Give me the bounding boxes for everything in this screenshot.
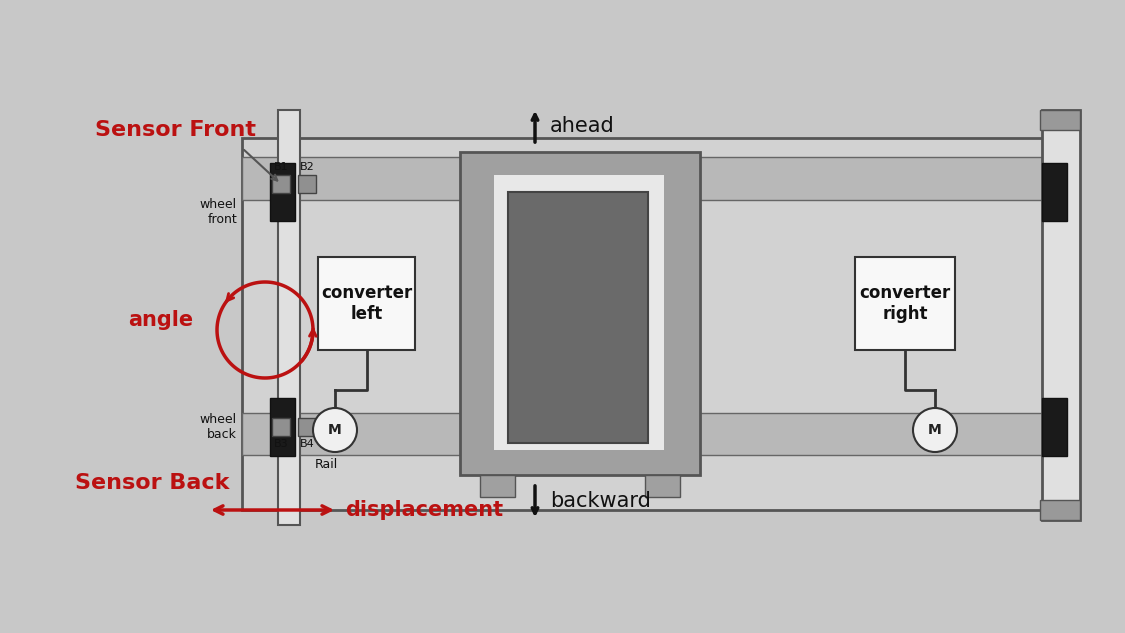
Bar bbox=[270, 163, 295, 221]
Text: converter
right: converter right bbox=[860, 284, 951, 323]
Circle shape bbox=[914, 408, 957, 452]
Text: wheel
back: wheel back bbox=[200, 413, 237, 441]
Bar bbox=[298, 418, 316, 436]
Bar bbox=[1040, 110, 1080, 130]
Bar bbox=[1042, 163, 1066, 221]
Text: ahead: ahead bbox=[550, 116, 614, 136]
Bar bbox=[855, 257, 955, 350]
Bar bbox=[1042, 398, 1066, 456]
Text: B1: B1 bbox=[273, 162, 288, 172]
Bar bbox=[242, 138, 1078, 510]
Text: Sensor Front: Sensor Front bbox=[94, 120, 256, 140]
Bar bbox=[508, 192, 648, 443]
Bar bbox=[270, 398, 295, 456]
Bar bbox=[494, 175, 664, 450]
Text: Rail: Rail bbox=[315, 458, 339, 472]
Text: B4: B4 bbox=[299, 439, 314, 449]
Text: B2: B2 bbox=[299, 162, 314, 172]
Bar bbox=[460, 152, 700, 475]
Text: wheel
front: wheel front bbox=[200, 198, 237, 226]
Bar bbox=[645, 475, 680, 497]
Circle shape bbox=[313, 408, 357, 452]
Text: converter
left: converter left bbox=[321, 284, 412, 323]
Bar bbox=[318, 257, 415, 350]
Text: B3: B3 bbox=[273, 439, 288, 449]
Text: backward: backward bbox=[550, 491, 651, 511]
Bar bbox=[480, 475, 515, 497]
Bar bbox=[272, 175, 290, 193]
Text: Sensor Back: Sensor Back bbox=[75, 473, 229, 493]
Text: M: M bbox=[928, 423, 942, 437]
Text: angle: angle bbox=[128, 310, 194, 330]
Bar bbox=[278, 110, 300, 525]
Bar bbox=[272, 418, 290, 436]
Bar bbox=[298, 175, 316, 193]
Bar bbox=[242, 413, 1078, 455]
Bar bbox=[242, 157, 1078, 200]
Text: displacement: displacement bbox=[345, 500, 503, 520]
Bar bbox=[1040, 500, 1080, 520]
Bar bbox=[1042, 110, 1080, 520]
Text: M: M bbox=[328, 423, 342, 437]
